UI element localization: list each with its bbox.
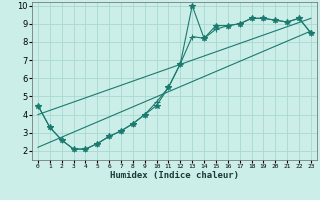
X-axis label: Humidex (Indice chaleur): Humidex (Indice chaleur) [110,171,239,180]
